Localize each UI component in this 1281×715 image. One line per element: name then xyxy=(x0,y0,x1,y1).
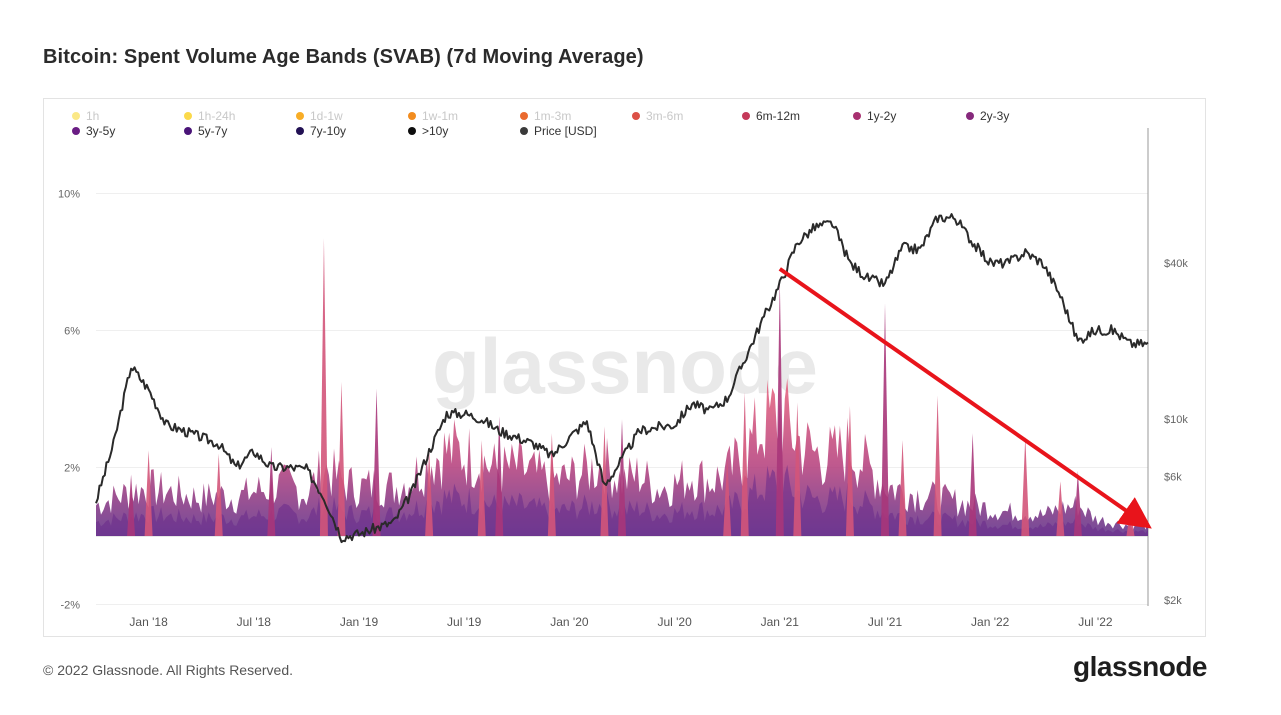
legend-item-3m-6m[interactable]: 3m-6m xyxy=(632,109,683,123)
legend-label: 7y-10y xyxy=(310,124,347,138)
legend-item-1h-24h[interactable]: 1h-24h xyxy=(184,109,235,123)
legend-swatch xyxy=(408,127,416,135)
svab-spike xyxy=(618,419,626,536)
y-right-tick-label: $10k xyxy=(1164,414,1188,426)
x-tick-label: Jan '18 xyxy=(129,615,168,629)
x-tick-label: Jul '18 xyxy=(237,615,272,629)
svab-spike xyxy=(372,388,381,536)
svab-spike xyxy=(793,402,802,536)
legend-swatch xyxy=(296,127,304,135)
legend-swatch xyxy=(296,112,304,120)
legend-item-1m-3m[interactable]: 1m-3m xyxy=(520,109,571,123)
legend-item-1d-1w[interactable]: 1d-1w xyxy=(296,109,343,123)
svab-spike xyxy=(1021,436,1030,536)
legend-swatch xyxy=(520,112,528,120)
legend-label: 3m-6m xyxy=(646,109,684,123)
svab-spike xyxy=(881,303,889,536)
legend-item-5y-7y[interactable]: 5y-7y xyxy=(184,124,227,138)
chart-legend: 1h 1h-24h 1d-1w 1w-1m 1m-3m 3m-6m 6m-12m 1y-2y 2… xyxy=(72,109,1172,141)
legend-label: 1m-3m xyxy=(534,109,572,123)
legend-item-price-usd-[interactable]: Price [USD] xyxy=(520,124,597,138)
svab-spike xyxy=(723,457,732,536)
legend-label: 1y-2y xyxy=(867,109,897,123)
x-tick-label: Jan '19 xyxy=(340,615,379,629)
legend-swatch xyxy=(520,127,528,135)
svab-spike xyxy=(495,416,504,536)
svab-spike xyxy=(337,381,346,536)
legend-label: 1h xyxy=(86,109,100,123)
legend-swatch xyxy=(184,127,192,135)
watermark: glassnode xyxy=(432,322,818,410)
legend-swatch xyxy=(72,127,80,135)
legend-swatch xyxy=(742,112,750,120)
legend-item-1h[interactable]: 1h xyxy=(72,109,99,123)
svab-spike xyxy=(933,395,942,536)
legend-swatch xyxy=(184,112,192,120)
y-left-tick-label: -2% xyxy=(60,600,80,612)
chart-panel xyxy=(43,98,1206,637)
svab-spike xyxy=(775,279,784,536)
legend-swatch xyxy=(632,112,640,120)
legend-label: 5y-7y xyxy=(198,124,228,138)
price-line xyxy=(95,213,1149,544)
x-tick-label: Jul '22 xyxy=(1078,615,1113,629)
legend-label: 3y-5y xyxy=(86,124,116,138)
svab-spike xyxy=(425,450,434,536)
y-left-tick-label: 6% xyxy=(64,326,80,338)
x-tick-label: Jul '20 xyxy=(657,615,692,629)
svab-spike xyxy=(898,440,907,536)
x-tick-label: Jul '19 xyxy=(447,615,482,629)
legend-item-3y-5y[interactable]: 3y-5y xyxy=(72,124,115,138)
svab-spike xyxy=(845,405,854,536)
svab-spike xyxy=(477,440,486,536)
legend-item-6m-12m[interactable]: 6m-12m xyxy=(742,109,800,123)
footer-copyright: © 2022 Glassnode. All Rights Reserved. xyxy=(43,662,294,678)
y-left-tick-label: 2% xyxy=(64,463,80,475)
svab-spike xyxy=(144,450,153,536)
svab-spike xyxy=(968,433,977,536)
trend-arrow xyxy=(778,267,1152,529)
legend-label: 2y-3y xyxy=(980,109,1010,123)
x-tick-label: Jan '22 xyxy=(971,615,1010,629)
y-right-tick-label: $6k xyxy=(1164,471,1182,483)
x-tick-label: Jan '21 xyxy=(761,615,800,629)
svab-spike xyxy=(740,392,749,536)
legend-item-1y-2y[interactable]: 1y-2y xyxy=(853,109,896,123)
y-right-tick-label: $2k xyxy=(1164,595,1182,607)
chart-title: Bitcoin: Spent Volume Age Bands (SVAB) (… xyxy=(43,46,644,68)
footer-logo[interactable]: glassnode xyxy=(1073,651,1207,682)
svab-spike xyxy=(600,426,609,536)
svab-spike xyxy=(214,453,223,536)
legend-swatch xyxy=(966,112,974,120)
svab-spike xyxy=(547,433,556,536)
legend-swatch xyxy=(408,112,416,120)
legend-label: 1d-1w xyxy=(310,109,343,123)
x-tick-label: Jul '21 xyxy=(868,615,903,629)
legend-label: >10y xyxy=(422,124,449,138)
svab-spike xyxy=(127,474,136,536)
svab-spike xyxy=(319,238,328,536)
svab-spike xyxy=(267,446,276,536)
legend-swatch xyxy=(853,112,861,120)
legend-label: 1w-1m xyxy=(422,109,459,123)
svab-spike xyxy=(1056,481,1065,536)
legend-swatch xyxy=(72,112,80,120)
legend-item--10y[interactable]: >10y xyxy=(408,124,448,138)
legend-item-7y-10y[interactable]: 7y-10y xyxy=(296,124,346,138)
legend-label: Price [USD] xyxy=(534,124,597,138)
y-right-tick-label: $40k xyxy=(1164,258,1188,270)
svab-spike xyxy=(1073,470,1082,536)
legend-item-1w-1m[interactable]: 1w-1m xyxy=(408,109,458,123)
x-tick-label: Jan '20 xyxy=(550,615,589,629)
legend-label: 6m-12m xyxy=(756,109,801,123)
y-left-tick-label: 10% xyxy=(58,189,80,201)
legend-label: 1h-24h xyxy=(198,109,236,123)
legend-item-2y-3y[interactable]: 2y-3y xyxy=(966,109,1009,123)
